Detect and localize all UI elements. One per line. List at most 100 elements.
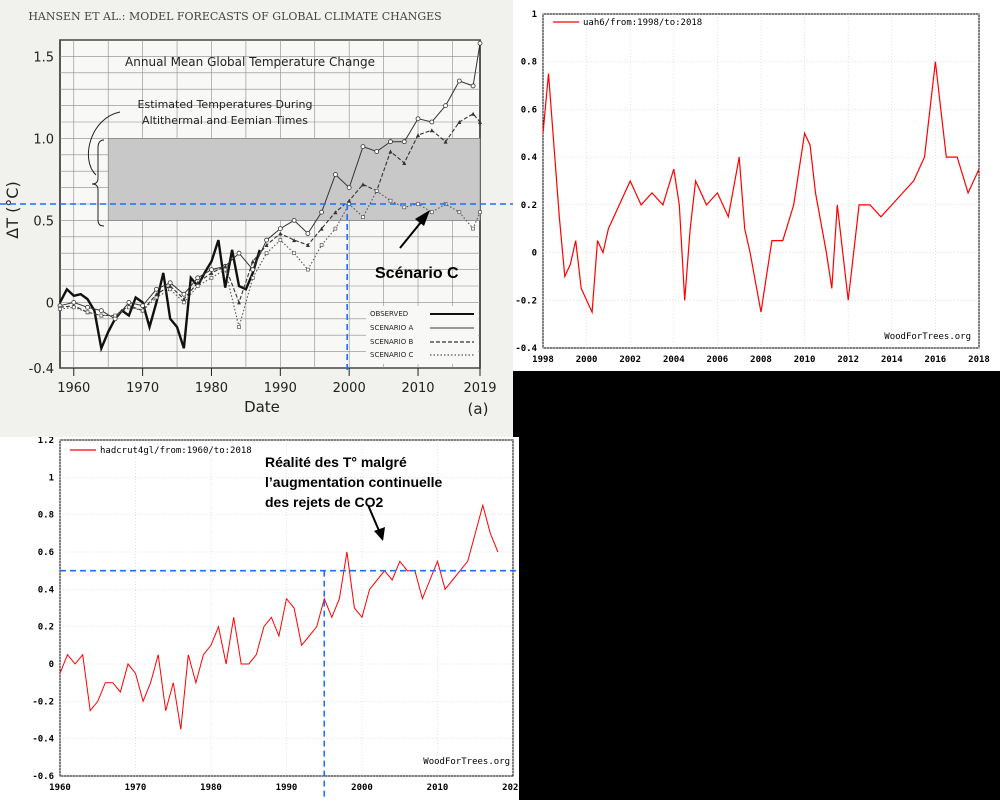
hansen-point-a <box>477 40 483 46</box>
hansen-point-c <box>168 287 173 292</box>
uah-ytick-label: 1 <box>532 10 537 20</box>
hansen-point-c <box>237 325 241 329</box>
hansen-point-a <box>85 304 90 310</box>
hadcrut-annotation-arrow <box>367 504 381 534</box>
hansen-point-c <box>388 198 393 203</box>
hansen-point-c <box>361 215 365 219</box>
hansen-point-b <box>278 231 283 236</box>
hansen-point-c <box>416 202 420 206</box>
hansen-point-b <box>402 161 407 165</box>
hansen-point-a <box>98 308 104 314</box>
uah-ytick-label: 0.4 <box>521 153 538 163</box>
hansen-point-c <box>278 238 283 242</box>
hadcrut-ytick-label: 0.4 <box>38 585 55 595</box>
hadcrut-legend-label: hadcrut4gl/from:1960/to:2018 <box>100 446 252 456</box>
uah-ytick-label: -0.4 <box>515 344 537 354</box>
scenario-c-arrowhead <box>415 210 430 226</box>
hansen-point-a <box>443 103 448 108</box>
hansen-figure: HANSEN ET AL.: MODEL FORECASTS OF GLOBAL… <box>0 0 513 440</box>
uah-xtick-label: 2002 <box>619 355 641 365</box>
hansen-series-group <box>57 40 483 353</box>
hadcrut-annotation-1: Réalité des T° malgré <box>265 454 407 470</box>
hansen-point-b <box>478 120 482 124</box>
hansen-xtick-label: 1960 <box>57 381 90 396</box>
hansen-point-c <box>58 307 62 311</box>
hadcrut-annotation-3: des rejets de CO2 <box>265 494 383 510</box>
hansen-point-a <box>374 149 380 154</box>
hansen-point-c <box>140 308 145 313</box>
hansen-point-a <box>181 291 187 297</box>
hansen-point-b <box>388 149 393 154</box>
hadcrut-ytick-label: -0.4 <box>32 735 54 745</box>
hadcrut-series-line <box>59 503 499 730</box>
hansen-point-c <box>250 275 255 280</box>
hansen-header: HANSEN ET AL.: MODEL FORECASTS OF GLOBAL… <box>28 10 441 23</box>
hansen-point-c <box>292 251 296 256</box>
hansen-point-b <box>360 182 365 187</box>
hansen-point-c <box>113 313 117 318</box>
hansen-point-c <box>127 305 131 310</box>
hansen-point-c <box>429 210 434 215</box>
uah-legend-label: uah6/from:1998/to:2018 <box>583 18 702 28</box>
hansen-band-brace <box>91 139 105 227</box>
uah-series-line <box>542 61 980 315</box>
hadcrut-gridlines <box>59 439 514 777</box>
hansen-point-b <box>333 210 338 215</box>
hadcrut-annotation-arrowhead <box>374 527 385 541</box>
hansen-band-label-1: Estimated Temperatures During <box>138 98 313 111</box>
hadcrut-ytick-label: 0.6 <box>38 548 54 558</box>
hansen-point-c <box>306 267 310 272</box>
uah-chart-panel: 1998 2000 2002 2004 2006 2008 2010 2012 2014 2016… <box>513 0 1000 371</box>
hansen-point-a <box>291 217 297 223</box>
hansen-point-c <box>264 251 269 256</box>
legend-scenario-b: SCENARIO B <box>370 338 413 346</box>
hansen-point-c <box>333 226 338 231</box>
hansen-point-c <box>319 243 324 247</box>
hadcrut-ytick-label: -0.2 <box>32 697 54 707</box>
hansen-point-b <box>429 128 434 133</box>
hansen-point-c <box>209 275 214 280</box>
hansen-point-a <box>195 275 201 281</box>
hadcrut-xtick-label: 2010 <box>427 783 449 793</box>
hansen-point-a <box>305 231 311 236</box>
scenario-c-annotation: Scénario C <box>375 265 459 282</box>
uah-xtick-label: 2018 <box>968 355 990 365</box>
uah-xtick-label: 2004 <box>663 355 685 365</box>
uah-gridlines <box>542 13 980 349</box>
hansen-series-scenario-c <box>59 190 481 330</box>
hansen-point-a <box>470 83 476 89</box>
hadcrut-xtick-label: 1990 <box>276 783 298 793</box>
uah-ytick-label: 0.2 <box>521 201 537 211</box>
hansen-point-a <box>429 119 435 125</box>
hansen-xtick-label: 1990 <box>264 381 297 396</box>
hansen-point-a <box>250 267 256 273</box>
hansen-point-a <box>456 78 462 84</box>
hansen-point-b <box>181 297 186 302</box>
hansen-point-b <box>347 198 352 203</box>
uah-watermark: WoodForTrees.org <box>884 332 971 342</box>
hansen-point-a <box>140 303 146 309</box>
hansen-point-a <box>264 237 269 243</box>
hansen-ylabel: ΔT (°C) <box>3 181 22 238</box>
hansen-point-b <box>443 139 448 144</box>
hansen-point-a <box>346 185 352 191</box>
hansen-point-b <box>223 264 228 269</box>
legend-observed: OBSERVED <box>370 310 408 318</box>
hadcrut-ytick-label: 0.8 <box>38 511 54 521</box>
hadcrut-ytick-label: 0 <box>49 660 54 670</box>
hansen-point-a <box>277 226 283 232</box>
hansen-xlabel: Date <box>244 398 280 416</box>
hansen-band-label-2: Altithermal and Eemian Times <box>142 114 308 127</box>
uah-ytick-label: 0.8 <box>521 58 537 68</box>
hansen-point-b <box>168 284 173 288</box>
hansen-point-c <box>85 310 90 315</box>
hansen-ytick-label: 1.5 <box>33 50 54 65</box>
hadcrut-annotation-2: l’augmentation continuelle <box>265 474 443 490</box>
uah-xtick-label: 2012 <box>837 355 859 365</box>
uah-ytick-label: 0 <box>532 249 537 259</box>
hansen-point-c <box>374 189 379 193</box>
hadcrut-xtick-label: 1960 <box>49 783 71 793</box>
hansen-legend: OBSERVED SCENARIO A SCENARIO B SCENARIO … <box>366 306 478 364</box>
hadcrut-watermark: WoodForTrees.org <box>423 757 510 767</box>
hadcrut-xtick-label: 1980 <box>200 783 222 793</box>
